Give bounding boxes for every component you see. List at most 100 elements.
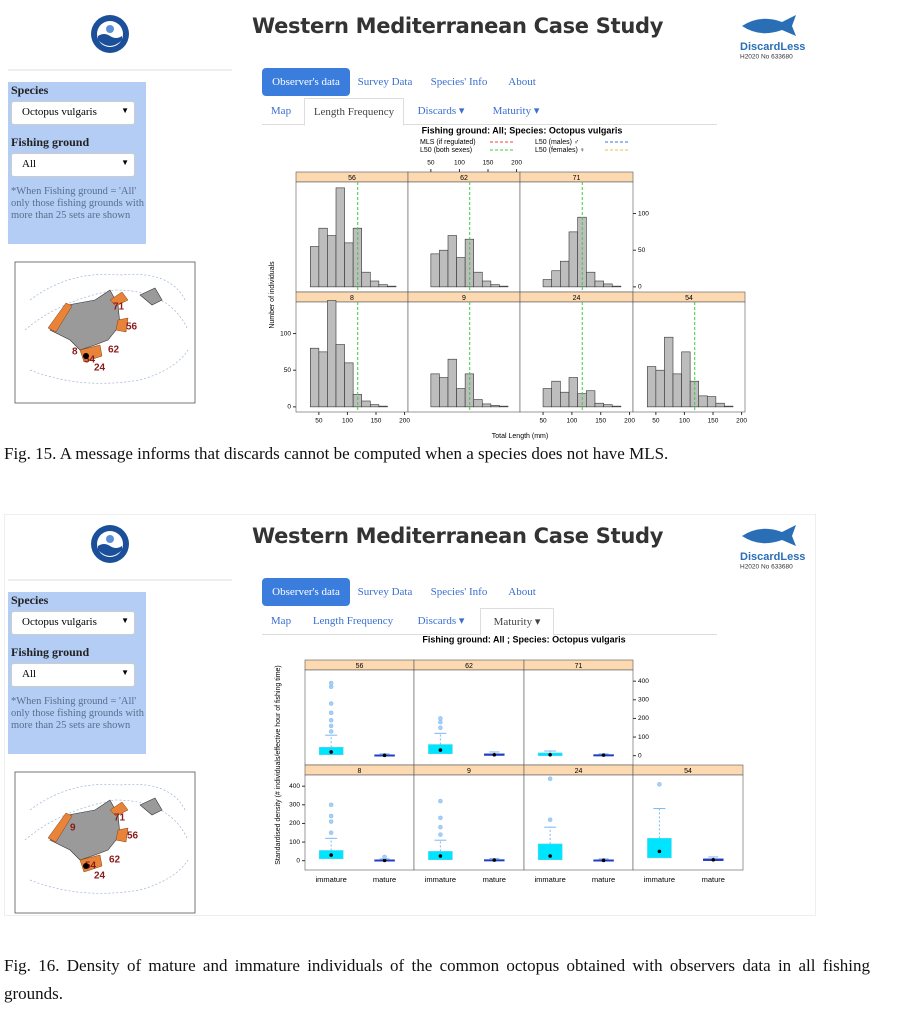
sub-tab[interactable]: Maturity ▾ bbox=[492, 105, 540, 117]
histogram-bar bbox=[430, 373, 440, 408]
y-tick-label: 400 bbox=[638, 678, 649, 685]
map-island bbox=[139, 797, 163, 816]
outlier bbox=[328, 802, 334, 808]
histogram-bar bbox=[551, 380, 561, 408]
histogram-bar bbox=[664, 336, 674, 408]
map-label: 24 bbox=[94, 363, 106, 374]
species-select: Octopus vulgaris ▼ bbox=[11, 611, 135, 635]
map-label: 62 bbox=[109, 855, 121, 866]
y-axis-label: Number of individuals bbox=[269, 261, 276, 329]
outlier bbox=[328, 684, 334, 690]
nav-tab[interactable]: Species' Info bbox=[430, 586, 488, 598]
y-tick-label: 200 bbox=[638, 715, 649, 722]
nav-tab[interactable]: About bbox=[508, 586, 536, 598]
map-label: 54 bbox=[85, 861, 97, 872]
y-tick-label: 100 bbox=[289, 839, 300, 846]
strip-label: 54 bbox=[684, 768, 692, 775]
histogram-bar bbox=[309, 246, 320, 288]
histogram-bar bbox=[655, 369, 665, 408]
y-tick-label: 300 bbox=[638, 697, 649, 704]
strip-label: 56 bbox=[356, 663, 364, 670]
histogram-bar bbox=[369, 280, 380, 288]
category-label: immature bbox=[425, 875, 456, 884]
sidebar: Species Octopus vulgaris ▼ Fishing ground Al… bbox=[8, 82, 146, 244]
sidebar-note: *When Fishing ground = 'All' only those … bbox=[11, 696, 144, 731]
sub-tab[interactable]: Discards ▾ bbox=[417, 615, 465, 627]
outlier bbox=[438, 719, 443, 725]
brand-name: DiscardLess bbox=[740, 41, 805, 53]
map-label: 56 bbox=[126, 322, 138, 333]
ground-value: All bbox=[22, 668, 37, 680]
nav-tab[interactable]: Survey Data bbox=[357, 586, 413, 598]
map-island bbox=[139, 287, 163, 306]
map-point bbox=[83, 863, 89, 869]
outlier bbox=[657, 782, 662, 787]
histogram-bar bbox=[456, 257, 466, 288]
outlier bbox=[328, 819, 334, 824]
strip-label: 62 bbox=[460, 175, 468, 182]
nav-tab[interactable]: Survey Data bbox=[357, 76, 413, 88]
y-tick-label: 100 bbox=[638, 210, 649, 217]
legend-label: L50 (males) ♂ bbox=[535, 139, 579, 146]
map-label: 62 bbox=[108, 345, 120, 356]
category-label: immature bbox=[644, 875, 675, 884]
x-tick-label: 150 bbox=[708, 418, 719, 425]
x-tick-label: 200 bbox=[736, 418, 747, 425]
emblem-sun bbox=[106, 535, 114, 543]
sub-tab[interactable]: Length Frequency bbox=[304, 98, 404, 126]
median bbox=[382, 753, 387, 758]
map-label: 8 bbox=[72, 347, 78, 358]
nav-tab[interactable]: Observer's data bbox=[262, 578, 350, 606]
strip-label: 9 bbox=[467, 768, 471, 775]
histogram-bar bbox=[456, 388, 466, 408]
histogram-bar bbox=[490, 284, 500, 288]
box bbox=[647, 838, 672, 859]
histogram-bar bbox=[698, 395, 708, 408]
page-title: Western Mediterranean Case Study bbox=[252, 524, 664, 548]
panel-frame bbox=[523, 669, 634, 766]
nav-tab[interactable]: Species' Info bbox=[430, 76, 488, 88]
ground-value: All bbox=[22, 158, 37, 170]
outlier bbox=[438, 716, 443, 721]
histogram-bar bbox=[611, 285, 622, 288]
nav-tab[interactable]: Observer's data bbox=[262, 68, 350, 96]
brand-fish bbox=[742, 525, 796, 546]
outlier bbox=[438, 832, 443, 837]
outlier bbox=[328, 813, 334, 819]
histogram-bar bbox=[681, 351, 691, 408]
outlier bbox=[328, 830, 334, 835]
sub-tab[interactable]: Maturity ▾ bbox=[480, 608, 554, 636]
median bbox=[492, 858, 497, 862]
sub-tab[interactable]: Map bbox=[270, 615, 292, 627]
sub-tab[interactable]: Length Frequency bbox=[312, 615, 394, 627]
x-axis-label: Total Length (mm) bbox=[492, 433, 548, 440]
histogram-bar bbox=[594, 280, 604, 288]
category-label: immature bbox=[535, 875, 566, 884]
emblem-sea bbox=[98, 34, 122, 46]
histogram-bar bbox=[439, 249, 449, 288]
chart-title: Fishing ground: All; Species: Octopus vu… bbox=[422, 125, 623, 135]
histogram-bar bbox=[586, 390, 596, 408]
median bbox=[711, 857, 716, 862]
sub-tab[interactable]: Discards ▾ bbox=[417, 105, 465, 117]
x-tick-label: 100 bbox=[342, 418, 353, 425]
nav-tab[interactable]: About bbox=[508, 76, 536, 88]
histogram-bar bbox=[439, 377, 449, 408]
median bbox=[438, 748, 443, 752]
median bbox=[601, 753, 606, 757]
y-tick-label: 200 bbox=[289, 820, 300, 827]
brand-fish bbox=[742, 15, 796, 36]
histogram-bar bbox=[672, 373, 682, 408]
sub-tab[interactable]: Map bbox=[270, 105, 292, 117]
map-label: 24 bbox=[94, 871, 106, 882]
x-tick-label: 50 bbox=[652, 418, 660, 425]
histogram-bar bbox=[335, 187, 345, 288]
median bbox=[382, 858, 387, 863]
outlier bbox=[382, 854, 387, 860]
histogram-bar bbox=[611, 405, 622, 408]
histogram-bar bbox=[387, 285, 397, 288]
histogram-bar bbox=[335, 344, 345, 408]
histogram-bar bbox=[542, 388, 553, 408]
outlier bbox=[328, 680, 334, 686]
